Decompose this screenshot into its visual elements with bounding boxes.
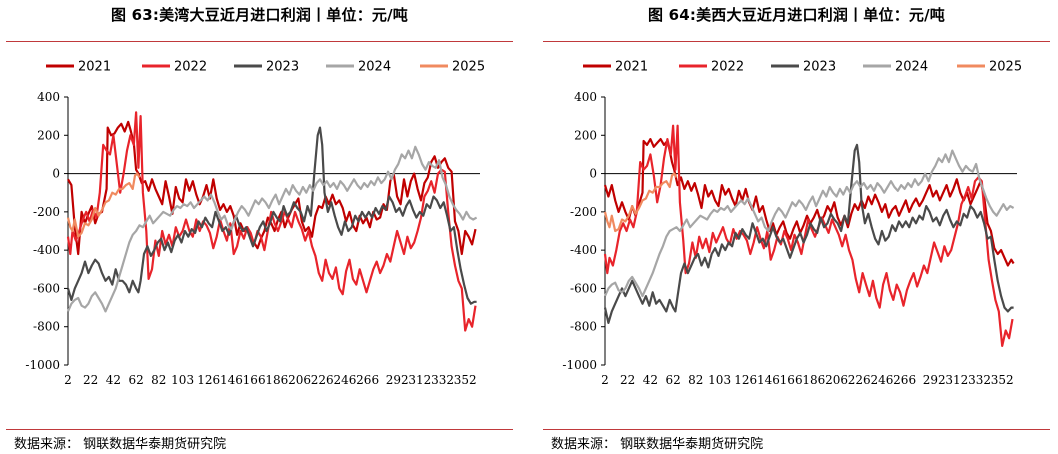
y-tick-label: 200 bbox=[574, 128, 597, 142]
x-tick-label: 352 bbox=[991, 373, 1014, 387]
y-tick-label: -400 bbox=[33, 243, 60, 257]
legend-label: 2023 bbox=[803, 60, 836, 75]
legend-label: 2025 bbox=[989, 60, 1022, 75]
x-tick-label: 103 bbox=[708, 373, 731, 387]
x-tick-label: 42 bbox=[106, 373, 121, 387]
line-chart: 2021 2022 2023 2024 2025 400 200 0 -200 -400 -600 -… bbox=[25, 60, 485, 388]
legend-item: 2024 bbox=[326, 60, 391, 75]
x-tick-label: 312 bbox=[945, 373, 968, 387]
title-divider bbox=[543, 41, 1050, 42]
y-tick-label: -1000 bbox=[25, 358, 60, 372]
chart-panel-us-west: 图 64:美西大豆近月进口利润丨单位：元/吨 2021 2022 2023 2024 2… bbox=[537, 0, 1056, 454]
title-divider bbox=[6, 41, 513, 42]
x-tick-label: 292 bbox=[923, 373, 946, 387]
chart-title: 图 64:美西大豆近月进口利润丨单位：元/吨 bbox=[648, 6, 945, 24]
legend-item: 2021 bbox=[583, 60, 648, 75]
x-tick-label: 206 bbox=[825, 373, 848, 387]
y-tick-label: -600 bbox=[570, 281, 597, 295]
legend-label: 2021 bbox=[78, 60, 111, 75]
x-tick-label: 352 bbox=[454, 373, 477, 387]
series-line-2024 bbox=[603, 149, 1015, 298]
series-line-2023 bbox=[603, 143, 1014, 324]
x-tick-label: 186 bbox=[802, 373, 825, 387]
legend-item: 2022 bbox=[679, 60, 744, 75]
x-tick-label: 82 bbox=[688, 373, 703, 387]
y-tick-label: -1000 bbox=[562, 358, 597, 372]
x-tick-label: 292 bbox=[386, 373, 409, 387]
x-tick-label: 206 bbox=[288, 373, 311, 387]
legend-label: 2024 bbox=[895, 60, 928, 75]
x-tick-label: 62 bbox=[128, 373, 143, 387]
legend: 2021 2022 2023 2024 2025 bbox=[46, 60, 485, 75]
x-tick-label: 22 bbox=[83, 373, 98, 387]
legend: 2021 2022 2023 2024 2025 bbox=[583, 60, 1022, 75]
legend-label: 2025 bbox=[452, 60, 485, 75]
x-tick-label: 312 bbox=[408, 373, 431, 387]
x-tick-label: 246 bbox=[870, 373, 893, 387]
legend-item: 2025 bbox=[957, 60, 1022, 75]
x-tick-label: 2 bbox=[601, 373, 609, 387]
footer-divider bbox=[543, 429, 1050, 430]
y-tick-label: 400 bbox=[37, 90, 60, 104]
x-tick-label: 246 bbox=[333, 373, 356, 387]
x-tick-label: 126 bbox=[197, 373, 220, 387]
legend-label: 2022 bbox=[711, 60, 744, 75]
series-line-2023 bbox=[66, 126, 477, 305]
x-tick-label: 42 bbox=[643, 373, 658, 387]
line-chart: 2021 2022 2023 2024 2025 400 200 0 -200 -400 -600 -… bbox=[562, 60, 1022, 388]
legend-item: 2024 bbox=[863, 60, 928, 75]
series-line-2022 bbox=[66, 111, 477, 332]
series-line-2025 bbox=[66, 172, 141, 238]
legend-item: 2023 bbox=[771, 60, 836, 75]
x-tick-label: 332 bbox=[968, 373, 991, 387]
x-tick-label: 146 bbox=[757, 373, 780, 387]
x-tick-label: 103 bbox=[171, 373, 194, 387]
legend-item: 2023 bbox=[234, 60, 299, 75]
legend-label: 2022 bbox=[174, 60, 207, 75]
x-tick-label: 166 bbox=[780, 373, 803, 387]
series-line-2024 bbox=[66, 145, 478, 313]
legend-label: 2024 bbox=[358, 60, 391, 75]
x-tick-label: 2 bbox=[64, 373, 72, 387]
x-tick-label: 62 bbox=[665, 373, 680, 387]
x-tick-label: 166 bbox=[243, 373, 266, 387]
y-tick-label: -400 bbox=[570, 243, 597, 257]
x-tick-label: 266 bbox=[356, 373, 379, 387]
x-tick-label: 82 bbox=[151, 373, 166, 387]
x-tick-label: 146 bbox=[220, 373, 243, 387]
x-tick-label: 266 bbox=[893, 373, 916, 387]
y-tick-label: -200 bbox=[33, 205, 60, 219]
legend-label: 2021 bbox=[615, 60, 648, 75]
series-line-2022 bbox=[603, 124, 1014, 347]
x-tick-label: 332 bbox=[431, 373, 454, 387]
y-tick-label: 400 bbox=[574, 90, 597, 104]
series-line-2025 bbox=[603, 172, 678, 233]
y-tick-label: 0 bbox=[589, 167, 597, 181]
footer-divider bbox=[6, 429, 513, 430]
x-tick-label: 126 bbox=[734, 373, 757, 387]
x-tick-label: 22 bbox=[620, 373, 635, 387]
data-source: 数据来源： 钢联数据华泰期货研究院 bbox=[551, 437, 764, 452]
y-tick-label: -800 bbox=[33, 320, 60, 334]
y-tick-label: -200 bbox=[570, 205, 597, 219]
chart-title: 图 63:美湾大豆近月进口利润丨单位：元/吨 bbox=[111, 6, 408, 24]
data-source: 数据来源： 钢联数据华泰期货研究院 bbox=[14, 437, 227, 452]
y-tick-label: 0 bbox=[52, 167, 60, 181]
legend-item: 2025 bbox=[420, 60, 485, 75]
x-tick-label: 226 bbox=[311, 373, 334, 387]
chart-panel-us-gulf: 图 63:美湾大豆近月进口利润丨单位：元/吨 2021 2022 2023 2024 2… bbox=[0, 0, 519, 454]
legend-label: 2023 bbox=[266, 60, 299, 75]
y-tick-label: -800 bbox=[570, 320, 597, 334]
legend-item: 2022 bbox=[142, 60, 207, 75]
x-tick-label: 226 bbox=[848, 373, 871, 387]
legend-item: 2021 bbox=[46, 60, 111, 75]
x-tick-label: 186 bbox=[265, 373, 288, 387]
y-tick-label: -600 bbox=[33, 281, 60, 295]
y-tick-label: 200 bbox=[37, 128, 60, 142]
